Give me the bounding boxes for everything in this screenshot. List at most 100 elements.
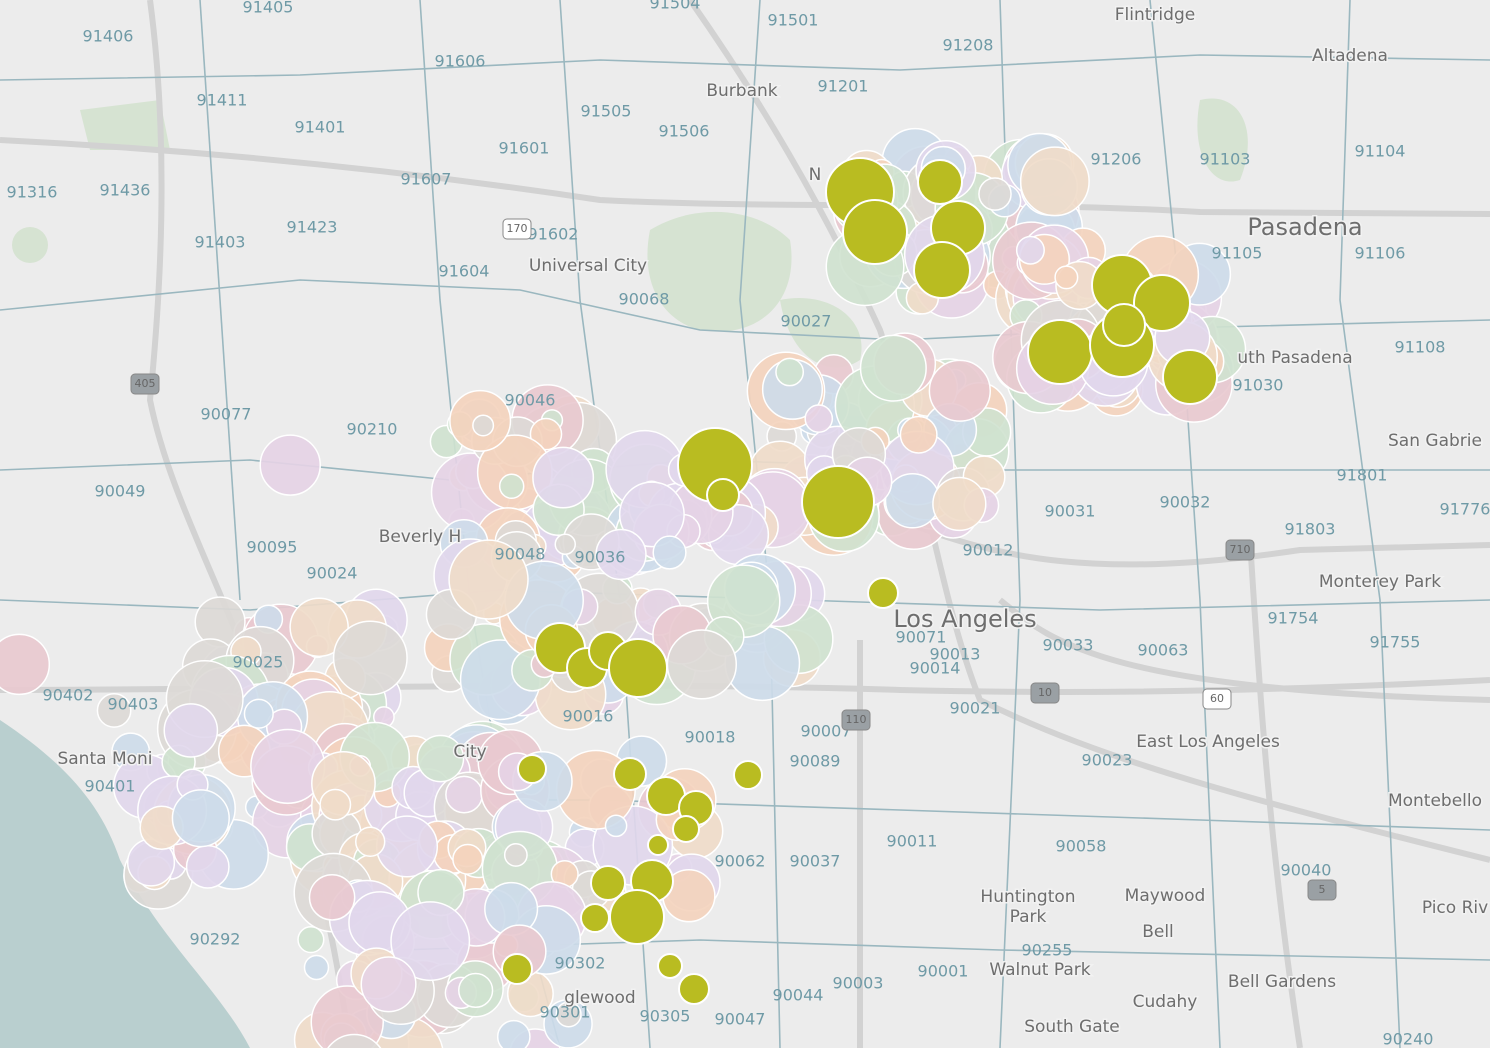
- bubble: [452, 843, 484, 875]
- zip-label: 90032: [1160, 493, 1211, 512]
- bubble: [1019, 146, 1090, 217]
- zip-label: 91754: [1268, 609, 1319, 628]
- zip-label: 90027: [781, 312, 832, 331]
- zip-label: 91506: [659, 122, 710, 141]
- zip-label: 90292: [190, 930, 241, 949]
- place-label: Pico Riv: [1422, 898, 1488, 918]
- zip-label: 90047: [715, 1010, 766, 1029]
- zip-label: 90302: [555, 954, 606, 973]
- bubble: [297, 926, 325, 954]
- zip-label: 90255: [1022, 941, 1073, 960]
- zip-label: 91201: [818, 77, 869, 96]
- zip-label: 90068: [619, 290, 670, 309]
- bubble: [529, 417, 563, 451]
- zip-label: 90301: [540, 1003, 591, 1022]
- bubble: [445, 775, 483, 814]
- place-label: Walnut Park: [989, 960, 1090, 980]
- bubble: [171, 789, 230, 848]
- bubble: [978, 177, 1012, 211]
- zip-label: 91316: [7, 183, 58, 202]
- zip-label: 91106: [1355, 244, 1406, 263]
- zip-label: 90012: [963, 541, 1014, 560]
- highway-label: 110: [846, 713, 867, 726]
- zip-label: 90046: [505, 391, 556, 410]
- bubble: [310, 985, 384, 1048]
- zip-label: 91501: [768, 11, 819, 30]
- highlight-bubble: [590, 865, 626, 901]
- highlight-bubble: [647, 834, 669, 856]
- zip-label: 90013: [930, 645, 981, 664]
- bubble: [308, 874, 356, 921]
- bubble: [899, 415, 938, 454]
- bubble: [1054, 265, 1079, 290]
- zip-label: 90063: [1138, 641, 1189, 660]
- place-label: Huntington: [980, 887, 1075, 907]
- place-label: glewood: [564, 988, 635, 1008]
- zip-label: 91423: [287, 218, 338, 237]
- bubble: [804, 404, 834, 433]
- zip-label: 91606: [435, 52, 486, 71]
- bubble: [355, 826, 386, 857]
- place-label: Burbank: [706, 81, 777, 101]
- place-label: Pasadena: [1247, 213, 1362, 241]
- bubble: [503, 843, 528, 867]
- bubble: [243, 698, 274, 729]
- zip-label: 90095: [247, 538, 298, 557]
- zip-label: 90040: [1281, 861, 1332, 880]
- zip-label: 90018: [685, 728, 736, 747]
- zip-label: 90062: [715, 852, 766, 871]
- zip-label: 91206: [1091, 150, 1142, 169]
- zip-label: 90033: [1043, 636, 1094, 655]
- highlight-bubble: [801, 465, 875, 539]
- zip-label: 90049: [95, 482, 146, 501]
- highway-shield: [1225, 539, 1255, 561]
- zip-label: 90401: [85, 777, 136, 796]
- zip-label: 90048: [495, 545, 546, 564]
- zip-label: 90071: [896, 628, 947, 647]
- zip-label: 90058: [1056, 837, 1107, 856]
- zip-label: 91104: [1355, 142, 1406, 161]
- parks: [12, 98, 1248, 368]
- bubble: [185, 844, 230, 889]
- highway-label: 710: [1230, 543, 1251, 556]
- bubble: [595, 528, 647, 581]
- place-label: East Los Angeles: [1136, 732, 1280, 752]
- bubble-layer: [0, 127, 1247, 1048]
- place-label: San Gabrie: [1388, 431, 1482, 451]
- highway-label: 10: [1038, 686, 1052, 699]
- zip-label: 91405: [243, 0, 294, 17]
- zip-label: 91406: [83, 27, 134, 46]
- highlight-bubble: [913, 241, 971, 299]
- zip-label: 91604: [439, 262, 490, 281]
- zip-label: 91602: [528, 225, 579, 244]
- zip-label: 91776: [1440, 500, 1490, 519]
- bubble: [390, 901, 471, 982]
- zip-label: 90305: [640, 1007, 691, 1026]
- bubble: [458, 972, 494, 1008]
- bubble: [859, 334, 927, 402]
- highway-shield: [841, 709, 871, 731]
- bubble: [96, 693, 132, 728]
- highlight-bubble: [672, 815, 700, 843]
- bubble: [1015, 235, 1045, 265]
- place-label: Monterey Park: [1319, 572, 1441, 592]
- zip-label: 91208: [943, 36, 994, 55]
- bubble: [932, 476, 987, 532]
- bubble: [375, 815, 439, 878]
- bubble: [532, 446, 595, 509]
- place-label: South Gate: [1024, 1017, 1120, 1037]
- highlight-bubble: [1102, 303, 1146, 347]
- highlight-bubble: [657, 953, 683, 979]
- place-label: Universal City: [529, 256, 647, 276]
- zip-label: 90001: [918, 962, 969, 981]
- zip-label: 90077: [201, 405, 252, 424]
- zip-label: 90003: [833, 974, 884, 993]
- zip-label: 91103: [1200, 150, 1251, 169]
- bubble: [472, 414, 495, 437]
- highway-label: 5: [1319, 883, 1326, 896]
- zip-label: 91105: [1212, 244, 1263, 263]
- zip-label: 91403: [195, 233, 246, 252]
- zip-label: 91108: [1395, 338, 1446, 357]
- bubble: [618, 481, 685, 548]
- zip-label: 90014: [910, 659, 961, 678]
